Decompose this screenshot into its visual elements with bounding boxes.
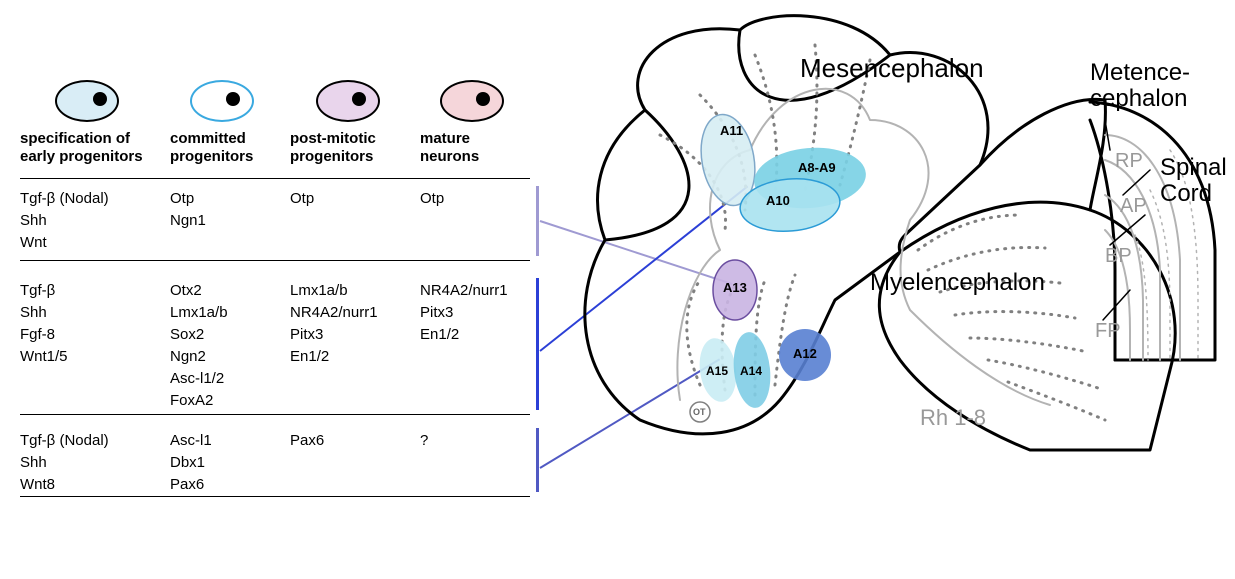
nucleus-label-A11: A11 (720, 123, 743, 138)
cell-2-committed: Asc-l1 Dbx1 Pax6 (170, 430, 212, 496)
region-label-metencephalon: Metence- cephalon (1090, 60, 1190, 112)
cell-1-postmitotic: Lmx1a/b NR4A2/nurr1 Pitx3 En1/2 (290, 280, 378, 368)
cell-0-postmitotic: Otp (290, 188, 314, 210)
cell-0-mature: Otp (420, 188, 444, 210)
nucleus-label-A12: A12 (793, 346, 817, 361)
connector-bar (536, 278, 539, 410)
cell-2-early: Tgf-β (Nodal) Shh Wnt8 (20, 430, 109, 496)
region-label-mesencephalon: Mesencephalon (800, 55, 984, 81)
column-header-mature: mature neurons (420, 130, 479, 166)
plate-label-FP: FP (1095, 320, 1121, 343)
nucleus-label-A15: A15 (706, 364, 728, 378)
nucleus-A12: A12 (779, 329, 831, 381)
nucleus-label-A8-A9: A8-A9 (798, 160, 836, 175)
connector-bar (536, 428, 539, 492)
region-label-rhombomeres: Rh 1-8 (920, 405, 986, 431)
legend-nucleus-icon (93, 92, 107, 106)
nucleus-OT: OT (690, 402, 710, 422)
cell-2-postmitotic: Pax6 (290, 430, 324, 452)
table-rule (20, 260, 530, 261)
legend-nucleus-icon (352, 92, 366, 106)
column-header-postmitotic: post-mitotic progenitors (290, 130, 376, 166)
nucleus-A13: A13 (713, 260, 757, 320)
legend-nucleus-icon (226, 92, 240, 106)
region-label-spinal_cord: Spinal Cord (1160, 155, 1227, 207)
nucleus-A15: A15 (696, 336, 741, 404)
table-rule (20, 496, 530, 497)
nucleus-label-OT: OT (693, 407, 706, 417)
figure-canvas: specification of early progenitors commit… (0, 0, 1235, 579)
nucleus-label-A13: A13 (723, 280, 747, 295)
region-label-myelencephalon: Myelencephalon (870, 270, 1045, 296)
cell-2-mature: ? (420, 430, 428, 452)
legend-cell-early (55, 80, 119, 122)
cell-0-committed: Otp Ngn1 (170, 188, 206, 232)
nucleus-label-A14: A14 (740, 364, 762, 378)
cell-1-early: Tgf-β Shh Fgf-8 Wnt1/5 (20, 280, 68, 368)
cell-0-early: Tgf-β (Nodal) Shh Wnt (20, 188, 109, 254)
cell-1-mature: NR4A2/nurr1 Pitx3 En1/2 (420, 280, 508, 346)
legend-cell-committed (190, 80, 254, 122)
connector-bar (536, 186, 539, 256)
plate-label-AP: AP (1120, 195, 1147, 218)
legend-cell-postmitotic (316, 80, 380, 122)
table-rule (20, 178, 530, 179)
legend-cell-mature (440, 80, 504, 122)
legend-nucleus-icon (476, 92, 490, 106)
cell-1-committed: Otx2 Lmx1a/b Sox2 Ngn2 Asc-l1/2 FoxA2 (170, 280, 228, 412)
column-header-early: specification of early progenitors (20, 130, 143, 166)
nucleus-label-A10: A10 (766, 193, 790, 208)
nucleus-A14: A14 (730, 330, 774, 409)
plate-label-RP: RP (1115, 150, 1143, 173)
table-rule (20, 414, 530, 415)
plate-label-BP: BP (1105, 245, 1132, 268)
column-header-committed: committed progenitors (170, 130, 253, 166)
